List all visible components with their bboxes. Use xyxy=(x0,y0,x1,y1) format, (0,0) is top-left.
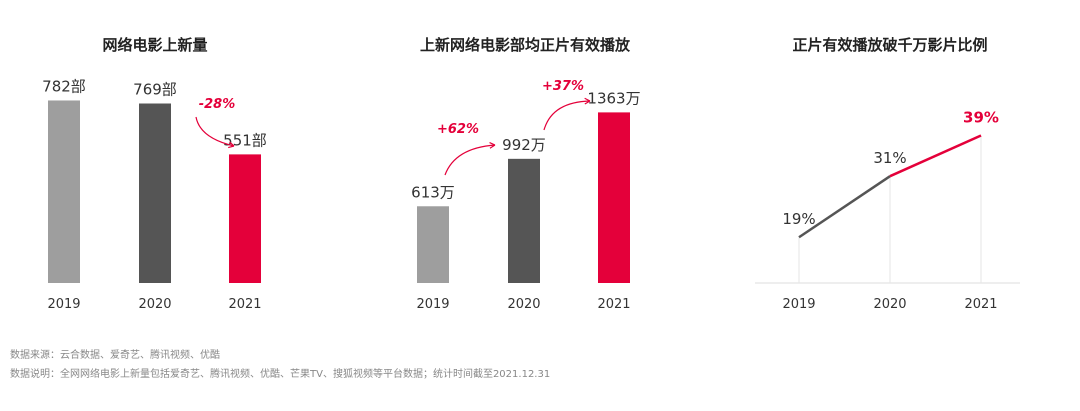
chart1-x-tick: 2020 xyxy=(138,297,171,312)
source-note: 数据来源：云合数据、爱奇艺、腾讯视频、优酷 xyxy=(10,348,220,361)
chart1-title: 网络电影上新量 xyxy=(102,36,207,54)
chart2-x-tick: 2021 xyxy=(597,297,630,312)
chart1-change-annotation: -28% xyxy=(199,97,236,112)
chart2-change-arrow-2 xyxy=(543,100,591,131)
description-note: 数据说明：全网网络电影上新量包括爱奇艺、腾讯视频、优酷、芒果TV、搜狐视频等平台… xyxy=(10,367,550,380)
chart2-change-annotation: +62% xyxy=(437,122,479,137)
chart2-bar-2021 xyxy=(598,112,630,283)
chart2-title: 上新网络电影部均正片有效播放 xyxy=(420,36,631,54)
chart1-change-arrow-head xyxy=(228,141,235,149)
chart2-bar-2020 xyxy=(508,158,540,283)
chart1-bar-2020 xyxy=(139,103,171,283)
chart2-value-label: 613万 xyxy=(411,183,455,201)
chart3-value-label: 31% xyxy=(873,149,906,167)
chart1-change-arrow xyxy=(195,116,235,147)
chart3-line-segment xyxy=(798,175,891,239)
chart2-change-arrow-1 xyxy=(444,144,496,176)
chart1-value-label: 769部 xyxy=(133,81,177,99)
chart2-change-annotation: +37% xyxy=(542,79,584,94)
chart1-value-label: 782部 xyxy=(42,77,86,95)
chart2-value-label: 992万 xyxy=(502,136,546,154)
chart3-x-tick: 2021 xyxy=(964,297,997,312)
chart3-x-tick: 2020 xyxy=(873,297,906,312)
chart2-change-arrow-1-head xyxy=(489,141,496,149)
chart1-x-tick: 2021 xyxy=(228,297,261,312)
chart3-x-tick: 2019 xyxy=(782,297,815,312)
chart1-x-tick: 2019 xyxy=(47,297,80,312)
chart1-bar-2021 xyxy=(229,154,261,283)
chart2-x-tick: 2019 xyxy=(416,297,449,312)
chart3-value-label: 39% xyxy=(963,109,999,127)
chart1-value-label: 551部 xyxy=(223,131,267,149)
chart3-line-segment xyxy=(889,134,982,178)
chart2-bar-2019 xyxy=(417,206,449,283)
chart2-x-tick: 2020 xyxy=(507,297,540,312)
chart3-title: 正片有效播放破千万影片比例 xyxy=(792,36,987,54)
chart2-change-arrow-2-head xyxy=(584,97,591,105)
chart3-value-label: 19% xyxy=(782,210,815,228)
chart1-bar-2019 xyxy=(48,100,80,283)
chart2-value-label: 1363万 xyxy=(587,89,640,107)
